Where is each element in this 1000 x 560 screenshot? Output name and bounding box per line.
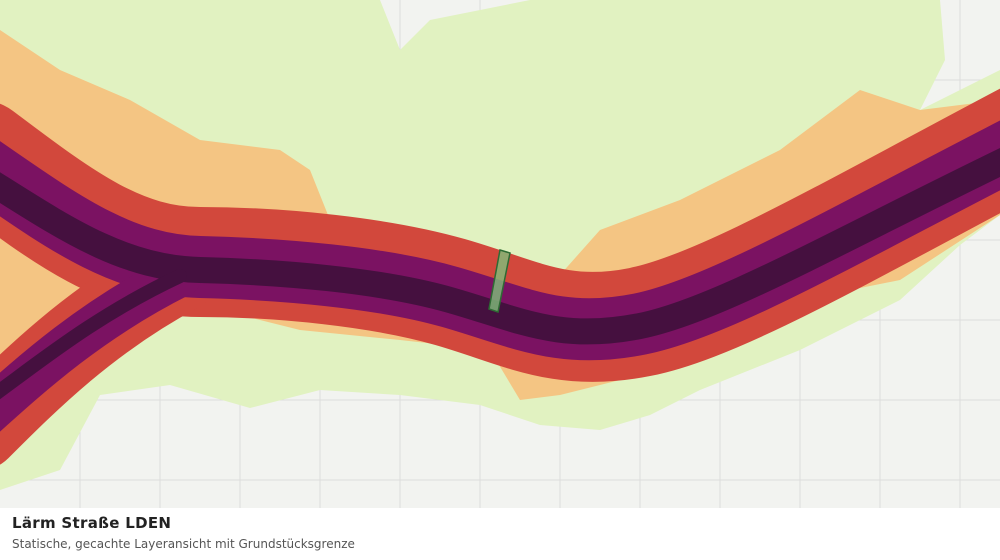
noise-zone-low xyxy=(0,0,1000,490)
noise-bands xyxy=(0,88,1000,465)
map-subtitle: Statische, gecachte Layeransicht mit Gru… xyxy=(12,537,355,551)
caption-bar: Lärm Straße LDEN Statische, gecachte Lay… xyxy=(0,508,1000,560)
parcel-boundary xyxy=(488,249,511,313)
map xyxy=(0,0,1000,508)
map-title: Lärm Straße LDEN xyxy=(12,514,172,532)
